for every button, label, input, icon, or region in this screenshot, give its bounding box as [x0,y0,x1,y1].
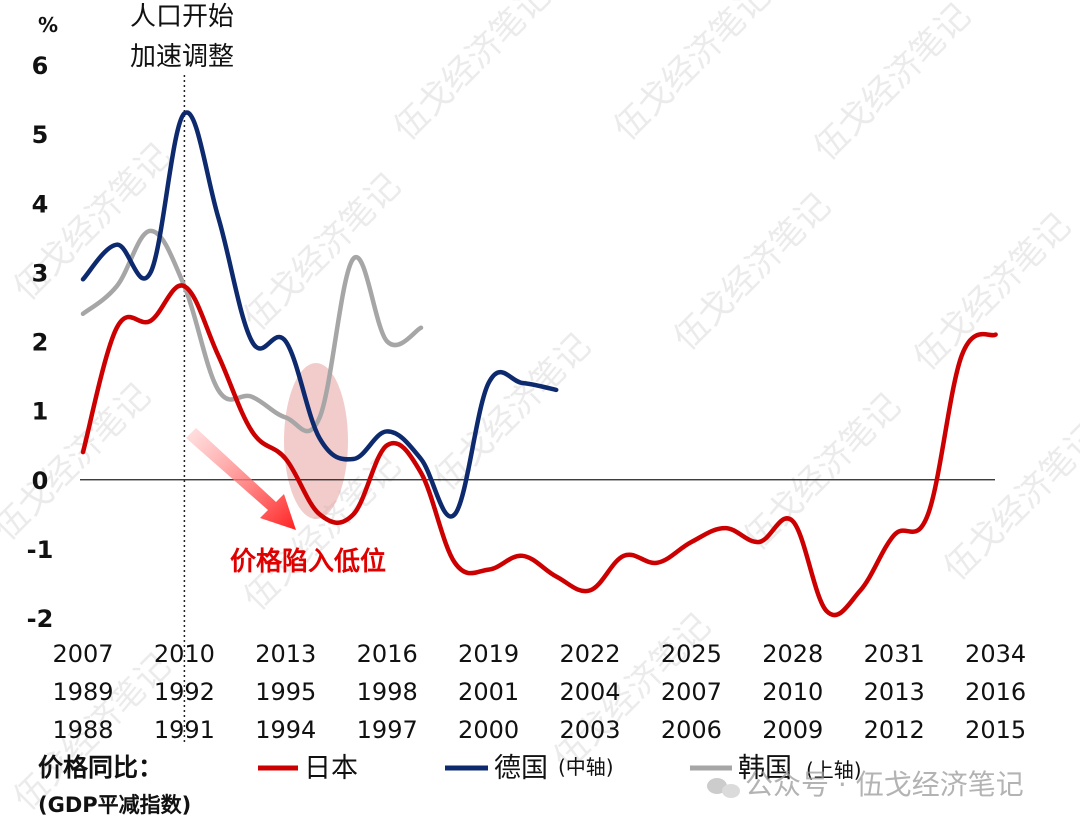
x-tick-label-axis-top: 2031 [864,640,925,668]
legend-subtitle: (GDP平减指数) [38,793,191,817]
x-tick-label-axis-top: 2034 [965,640,1026,668]
watermark-tile: 伍戈经济笔记 [0,376,158,549]
x-tick-label-axis-middle: 2013 [864,678,925,706]
y-unit-label: % [38,13,58,37]
x-tick-label-axis-bottom: 2003 [559,716,620,744]
population-annotation-line2: 加速调整 [130,42,234,72]
y-tick-label: -1 [27,536,54,564]
series-line-1 [80,110,559,519]
x-tick-label-axis-top: 2016 [357,640,418,668]
legend-label-korea: 韩国 [738,753,792,784]
x-tick-label-axis-middle: 2001 [458,678,519,706]
x-tick-label-axis-bottom: 2012 [864,716,925,744]
x-tick-label-axis-top: 2028 [762,640,823,668]
legend-title: 价格同比： [38,753,163,782]
legend-axis-germany: (中轴) [558,755,614,779]
highlight-ellipse [284,363,348,519]
y-tick-label: -2 [27,605,54,633]
x-tick-label-axis-top: 2013 [255,640,316,668]
x-tick-label-axis-top: 2019 [458,640,519,668]
x-tick-label-axis-middle: 1998 [357,678,418,706]
wechat-icon [707,778,740,798]
population-annotation-line1: 人口开始 [130,2,234,32]
x-tick-label-axis-bottom: 1988 [52,716,113,744]
x-tick-label-axis-top: 2010 [154,640,215,668]
x-tick-label-axis-middle: 2016 [965,678,1026,706]
series-layer [80,110,998,618]
x-tick-label-axis-bottom: 1994 [255,716,316,744]
x-tick-label-axis-bottom: 1991 [154,716,215,744]
x-tick-label-axis-bottom: 2009 [762,716,823,744]
price-trap-annotation: 价格陷入低位 [230,546,386,577]
series-line-2 [80,228,424,434]
watermark-tile: 伍戈经济笔记 [236,166,409,339]
y-tick-label: 4 [32,190,49,218]
y-axis: -2 -1 0 1 2 3 4 5 6 [27,52,54,633]
x-axes: 2007 2010 2013 2016 2019 2022 2025 2028 2031 2034… [52,640,1026,744]
x-tick-label-axis-middle: 1995 [255,678,316,706]
x-tick-label-axis-top: 2022 [559,640,620,668]
x-tick-label-axis-middle: 2010 [762,678,823,706]
x-tick-label-axis-middle: 1992 [154,678,215,706]
x-tick-label-axis-bottom: 2000 [458,716,519,744]
x-tick-label-axis-bottom: 2015 [965,716,1026,744]
series-line-0 [80,283,998,618]
watermark-tile: 伍戈经济笔记 [806,0,979,168]
y-tick-label: 0 [32,467,49,495]
watermark-tile: 伍戈经济笔记 [736,386,909,559]
x-tick-label-axis-bottom: 1997 [357,716,418,744]
legend: 价格同比： (GDP平减指数) 日本 德国 (中轴) 韩国 (上轴) [38,753,862,817]
watermark-tile: 伍戈经济笔记 [936,416,1080,589]
x-tick-label-axis-top: 2025 [661,640,722,668]
watermark-tile: 伍戈经济笔记 [426,326,599,499]
y-tick-label: 6 [32,52,49,80]
y-tick-label: 1 [32,398,49,426]
watermark-tile: 伍戈经济笔记 [906,206,1079,379]
legend-axis-korea: (上轴) [806,758,862,782]
footer-watermark-text: 公众号 · 伍戈经济笔记 [745,768,1024,801]
legend-label-japan: 日本 [304,753,358,784]
x-tick-label-axis-middle: 2004 [559,678,620,706]
legend-label-germany: 德国 [494,753,548,784]
x-tick-label-axis-middle: 1989 [52,678,113,706]
watermark-tile: 伍戈经济笔记 [666,186,839,359]
x-tick-label-axis-top: 2007 [52,640,113,668]
watermark-tile: 伍戈经济笔记 [606,0,779,148]
x-tick-label-axis-middle: 2007 [661,678,722,706]
watermark-tile: 伍戈经济笔记 [386,0,559,148]
y-tick-label: 2 [32,329,49,357]
x-tick-label-axis-bottom: 2006 [661,716,722,744]
y-tick-label: 3 [32,259,49,287]
y-tick-label: 5 [32,121,49,149]
footer-watermark: 公众号 · 伍戈经济笔记 [707,768,1024,801]
price-trap-arrow [186,428,296,530]
